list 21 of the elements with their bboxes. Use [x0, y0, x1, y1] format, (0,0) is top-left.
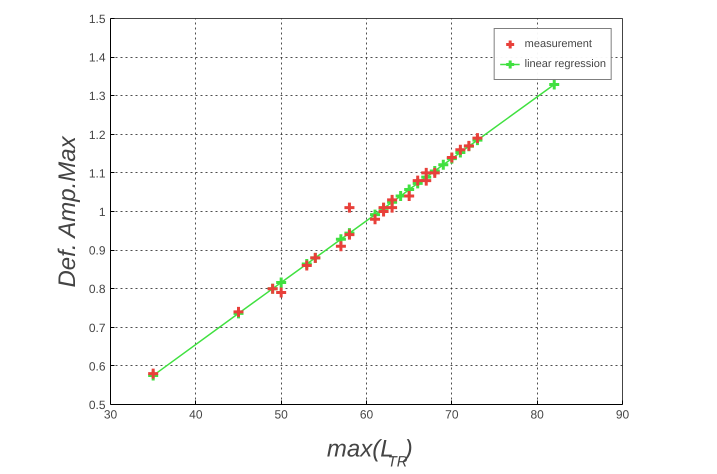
y-tick-label: 1.4	[88, 50, 106, 65]
x-tick-label: 60	[360, 408, 374, 422]
y-tick-label: 1.5	[88, 12, 106, 26]
x-tick-label: 50	[274, 408, 288, 422]
y-tick-label: 0.5	[88, 398, 106, 412]
y-tick-label: 1.3	[88, 89, 106, 104]
y-tick-label: 0.7	[88, 320, 106, 335]
x-tick-label: 80	[530, 408, 544, 422]
x-tick-label: 90	[616, 408, 630, 422]
y-tick-label: 1.1	[88, 166, 106, 180]
x-tick-label: 30	[104, 408, 118, 422]
y-tick-label: 1.2	[88, 128, 106, 142]
x-tick-label: 40	[189, 408, 203, 422]
y-axis-title: Def. Amp.Max	[54, 135, 81, 288]
y-tick-label: 1	[98, 205, 106, 219]
y-tick-label: 0.8	[88, 282, 106, 296]
x-tick-label: 70	[445, 408, 459, 422]
legend-label: measurement	[524, 38, 592, 50]
y-tick-label: 0.9	[88, 244, 106, 258]
y-tick-label: 0.6	[88, 359, 106, 374]
legend-label: linear regression	[524, 58, 606, 70]
